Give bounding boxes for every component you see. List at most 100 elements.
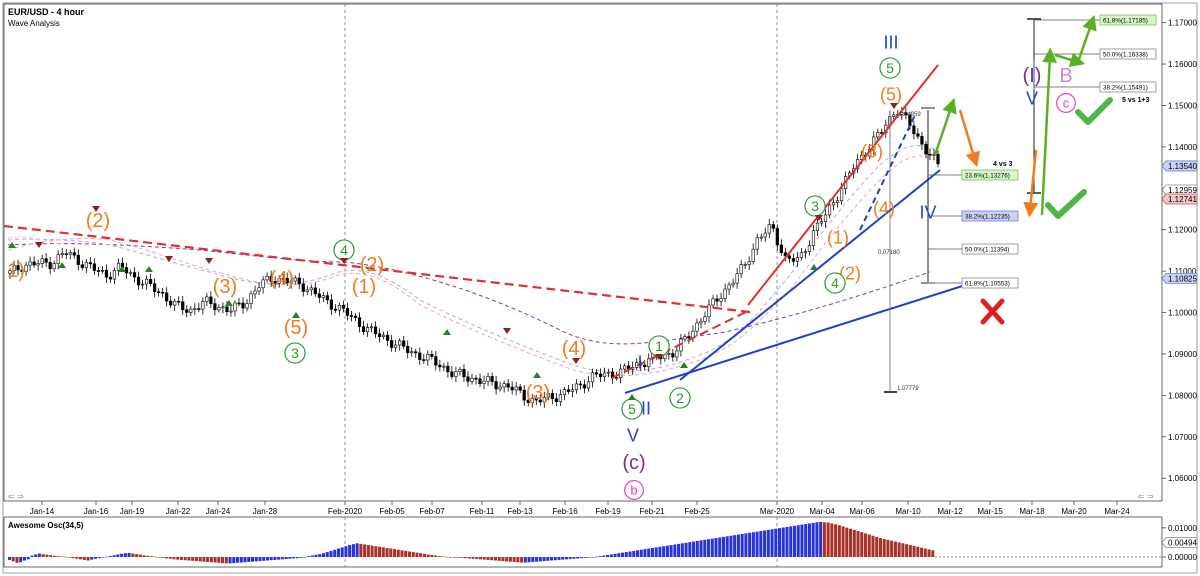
oscillator-bar	[878, 538, 882, 557]
candle	[301, 278, 305, 297]
candle	[40, 254, 44, 268]
oscillator-bar	[217, 557, 221, 563]
candle	[823, 209, 828, 228]
candle	[76, 249, 80, 271]
oscillator-bar	[310, 555, 314, 557]
candle	[426, 350, 430, 366]
oscillator-bar	[161, 557, 165, 558]
oscillator-bar	[34, 554, 38, 557]
candle	[289, 276, 293, 289]
y-tick-label: 1.15000	[1168, 101, 1197, 110]
svg-text:V: V	[1026, 88, 1038, 108]
candle	[936, 150, 940, 168]
oscillator-bar	[482, 557, 486, 560]
candle	[144, 275, 149, 290]
svg-text:23.6%(1.13276): 23.6%(1.13276)	[965, 173, 1010, 180]
oscillator-bar	[920, 547, 924, 557]
oscillator-bar	[378, 546, 382, 557]
svg-text:0.00494: 0.00494	[1168, 539, 1197, 548]
candle	[815, 219, 820, 237]
oscillator-bar	[464, 557, 468, 559]
candle	[293, 275, 297, 285]
oscillator-bar	[478, 557, 483, 560]
oscillator-bar	[434, 555, 438, 557]
oscillator-bar	[135, 554, 139, 557]
oscillator-bar	[606, 554, 610, 557]
oscillator-bar	[699, 540, 703, 557]
oscillator-bar	[561, 557, 565, 560]
candle	[550, 389, 554, 405]
candle	[80, 260, 84, 271]
candle	[8, 268, 12, 280]
oscillator-tick: 0.01000	[1162, 524, 1197, 533]
candle	[24, 261, 28, 276]
candle	[434, 350, 438, 371]
candle	[458, 366, 462, 376]
oscillator-bar	[856, 531, 860, 557]
fib-label: 50.0%(1.16338)	[1099, 48, 1157, 60]
oscillator-bar	[908, 545, 912, 557]
svg-text:50.0%(1.11394): 50.0%(1.11394)	[965, 247, 1009, 254]
candle	[104, 264, 109, 283]
candle	[912, 120, 916, 140]
wave-label: (5)	[880, 84, 902, 104]
oscillator-bar	[131, 553, 135, 557]
candle	[361, 320, 366, 336]
oscillator-bar	[815, 522, 819, 557]
zoom-out-icon[interactable]: ⇐	[1138, 492, 1145, 501]
oscillator-bar	[490, 557, 494, 561]
oscillator-bar	[471, 557, 475, 559]
oscillator-bar	[759, 531, 763, 557]
wave-label: (1)	[827, 227, 849, 247]
oscillator-bar	[927, 549, 931, 557]
oscillator-bar	[123, 553, 127, 557]
oscillator-bar	[527, 557, 531, 563]
x-tick-label: Mar-15	[977, 507, 1003, 516]
candle	[277, 275, 281, 288]
oscillator-bar	[127, 552, 131, 557]
svg-text:(2): (2)	[360, 254, 384, 276]
wave-label: 5	[879, 57, 901, 79]
y-tick-label: 1.16000	[1168, 60, 1197, 69]
oscillator-bar	[628, 551, 632, 557]
candle	[530, 394, 534, 408]
candle	[795, 251, 799, 267]
oscillator-bar	[467, 557, 471, 559]
candle	[173, 298, 177, 311]
candle	[759, 233, 763, 242]
candle	[598, 368, 603, 383]
oscillator-bar	[183, 557, 187, 561]
zoom-in-icon[interactable]: ⇒	[1147, 492, 1154, 501]
fib-label: 38.2%(1.15491)	[1099, 81, 1157, 93]
candle	[157, 288, 161, 297]
candle	[345, 302, 350, 321]
oscillator-bar	[912, 545, 916, 557]
candle	[185, 305, 189, 318]
candle	[831, 199, 836, 211]
oscillator-bar	[740, 533, 744, 557]
oscillator-bar	[792, 525, 796, 557]
candle	[253, 285, 257, 299]
oscillator-bar	[639, 549, 643, 557]
candle	[723, 283, 727, 303]
oscillator-bar	[236, 557, 240, 563]
oscillator-bar	[71, 557, 75, 559]
oscillator-bar	[108, 556, 112, 557]
oscillator-bar	[710, 538, 714, 557]
scroll-right-icon[interactable]: ⇒	[17, 492, 24, 501]
scroll-left-icon[interactable]: ⇐	[8, 492, 15, 501]
candle	[128, 269, 133, 277]
candle	[502, 380, 506, 393]
candle	[56, 250, 60, 270]
candle	[562, 386, 566, 401]
oscillator-bar	[153, 556, 157, 558]
note-low-price: 1.07779	[897, 386, 919, 392]
oscillator-bar	[374, 546, 378, 557]
x-tick-label: Jan-14	[30, 507, 55, 516]
oscillator-bar	[774, 528, 778, 557]
oscillator-bar	[497, 557, 501, 561]
fib-label: 61.8%(1.10553)	[961, 277, 1019, 289]
oscillator-bar	[830, 523, 834, 557]
svg-text:4: 4	[340, 242, 348, 258]
